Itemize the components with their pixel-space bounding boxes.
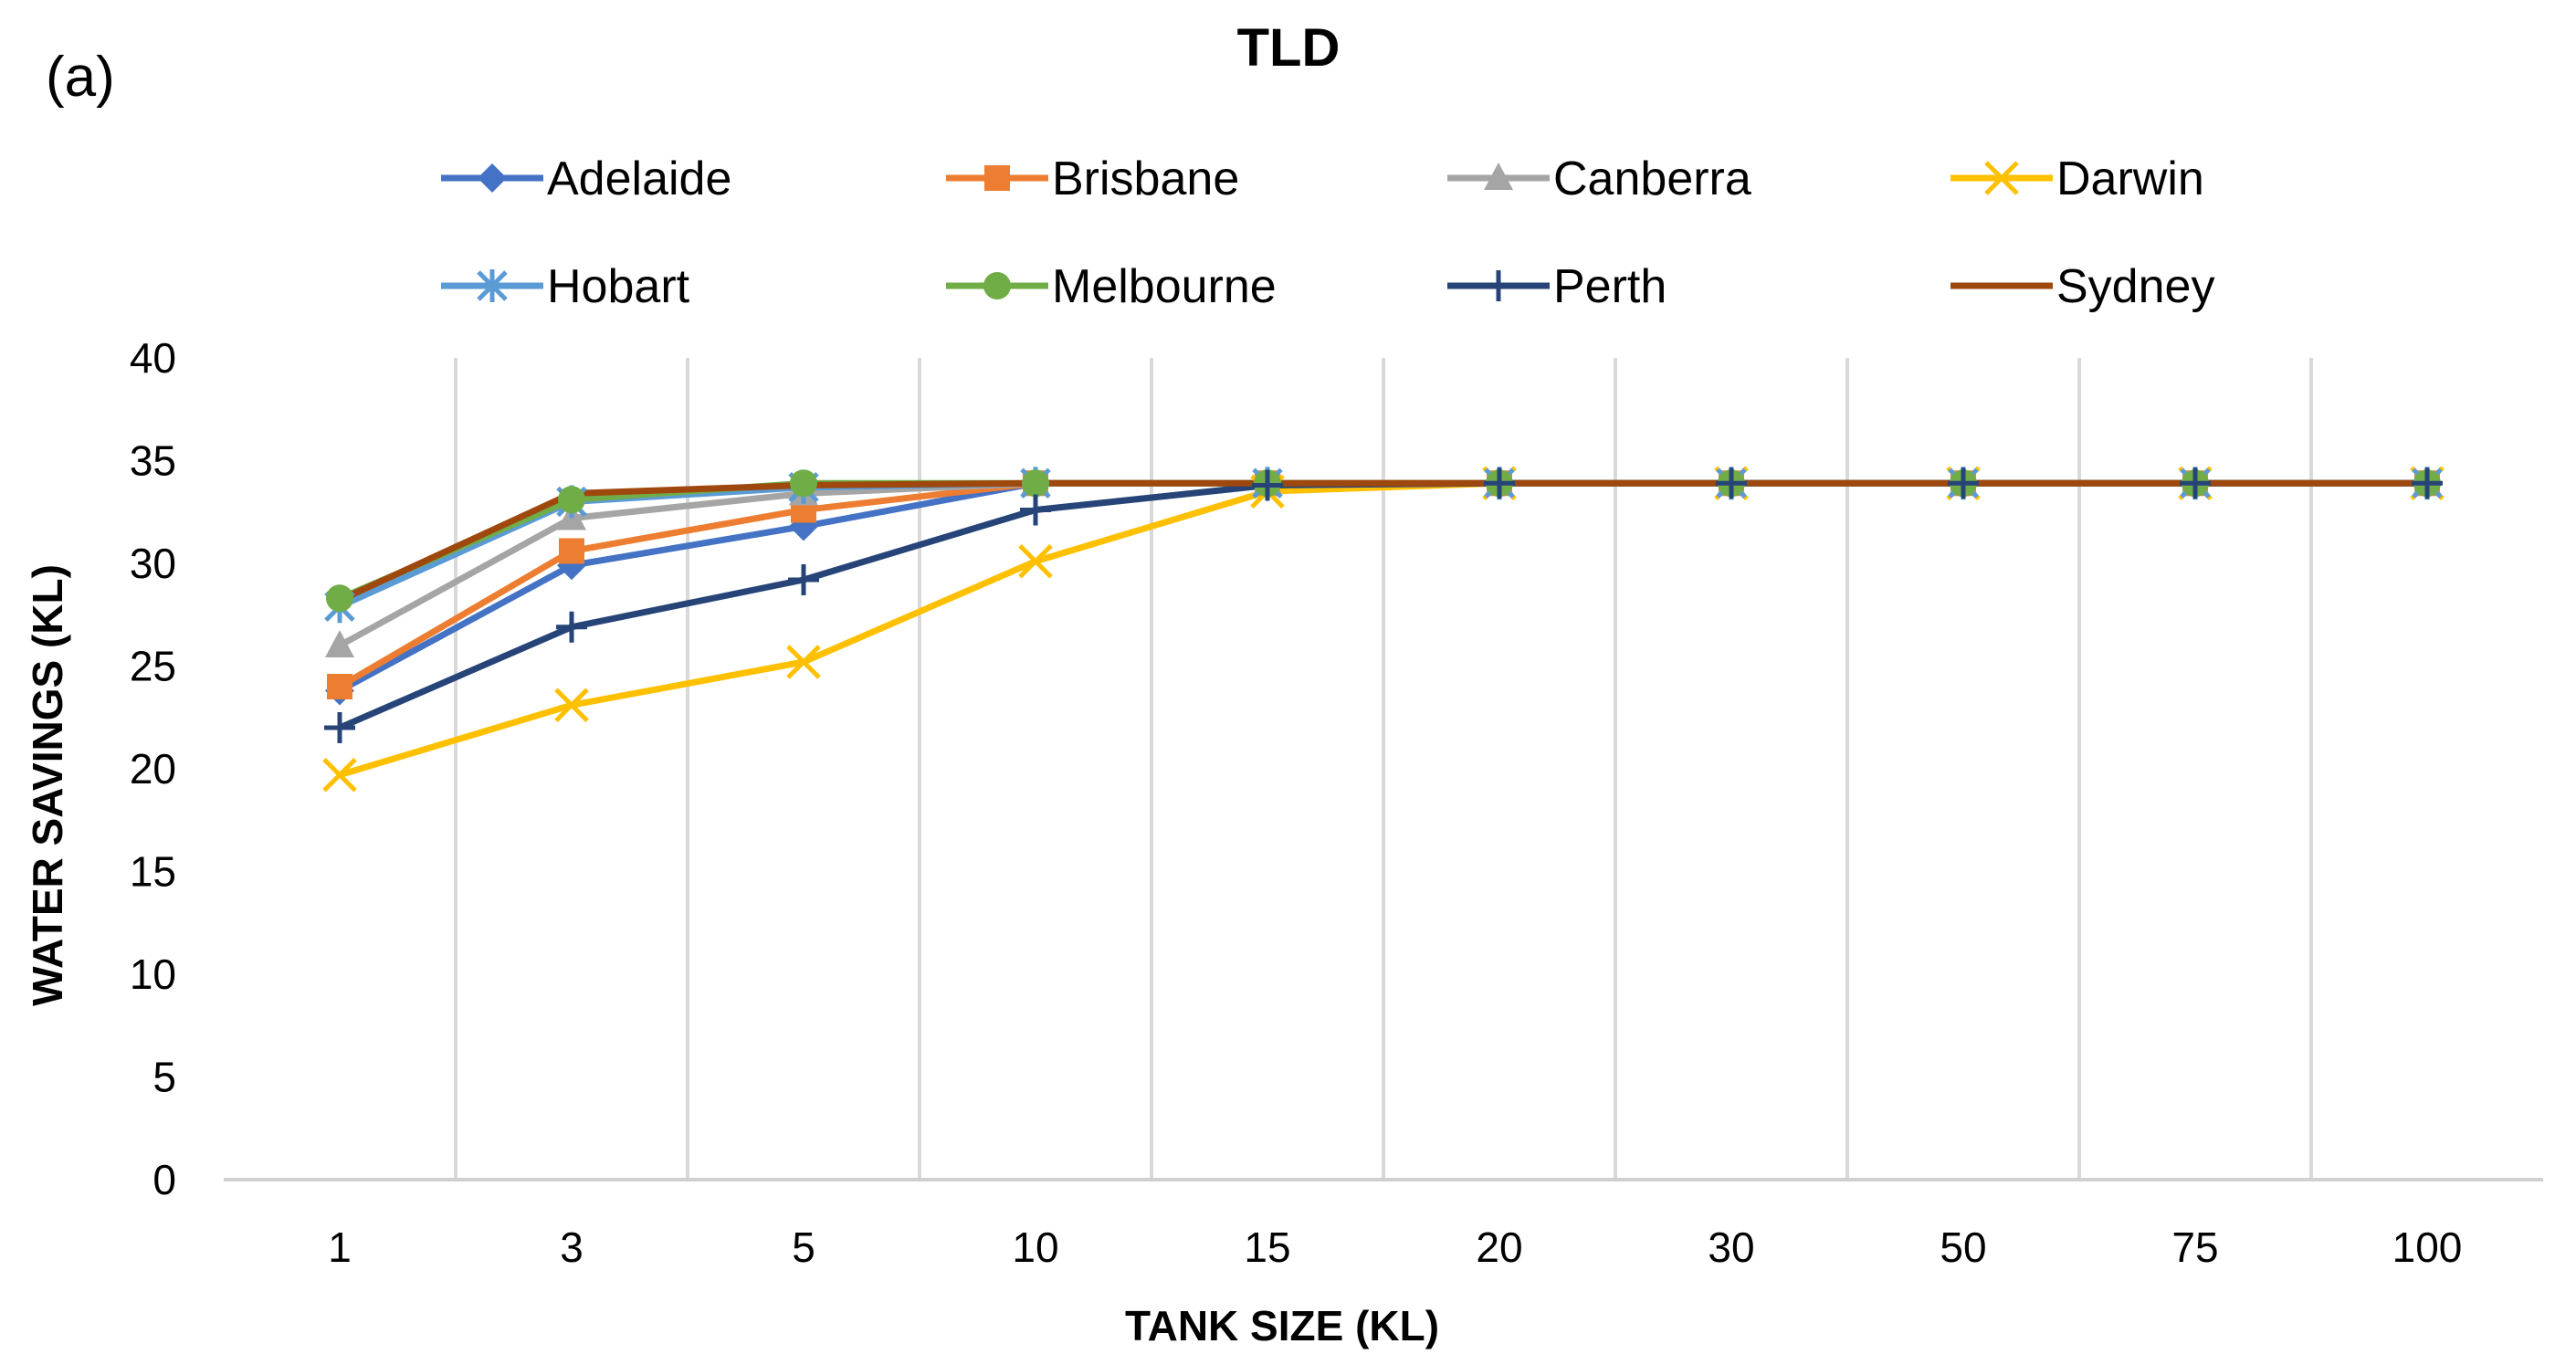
data-point-melbourne	[1022, 469, 1049, 498]
legend-marker	[1483, 270, 1514, 301]
legend-label: Melbourne	[1052, 260, 1277, 313]
legend-item-sydney: Sydney	[1950, 260, 2214, 313]
legend-marker	[1984, 161, 2019, 195]
x-tick-label: 100	[2392, 1223, 2463, 1271]
data-point-perth	[788, 564, 819, 595]
legend-label: Adelaide	[547, 152, 731, 205]
legend-item-perth: Perth	[1447, 260, 1667, 313]
legend-marker	[984, 165, 1010, 191]
legend: Adelaide Brisbane Canberra Darwin Hobart Melb…	[441, 152, 2214, 313]
x-tick-label: 3	[560, 1223, 584, 1271]
data-point-darwin	[322, 757, 357, 793]
y-tick-label: 20	[130, 745, 176, 793]
data-point-melbourne	[790, 469, 817, 498]
x-tick-label: 10	[1012, 1223, 1058, 1271]
data-point-perth	[1948, 467, 1979, 499]
x-tick-label: 50	[1940, 1223, 1986, 1271]
legend-label: Brisbane	[1052, 152, 1239, 205]
legend-item-darwin: Darwin	[1950, 152, 2204, 205]
x-tick-label: 1	[328, 1223, 352, 1271]
x-tick-label: 75	[2171, 1223, 2218, 1271]
legend-marker	[1484, 163, 1513, 190]
legend-item-hobart: Hobart	[441, 260, 690, 313]
data-point-perth	[556, 611, 587, 643]
x-tick-label: 30	[1708, 1223, 1754, 1271]
legend-label: Darwin	[2056, 152, 2204, 205]
data-point-brisbane	[559, 538, 584, 564]
legend-marker	[983, 272, 1011, 299]
data-point-melbourne	[326, 584, 353, 613]
y-tick-label: 5	[152, 1054, 176, 1101]
y-axis-ticks: 0 5 10 15 20 25 30 35 40	[130, 334, 176, 1203]
legend-item-canberra: Canberra	[1447, 152, 1751, 205]
series-lines	[336, 479, 2431, 779]
y-tick-label: 25	[130, 643, 176, 690]
legend-marker	[477, 269, 508, 302]
y-tick-label: 35	[130, 437, 176, 485]
grid	[454, 358, 2313, 1180]
y-axis-title: WATER SAVINGS (KL)	[24, 564, 71, 1006]
y-tick-label: 0	[152, 1156, 176, 1203]
data-point-perth	[324, 712, 355, 743]
x-axis-title: TANK SIZE (KL)	[1125, 1302, 1439, 1349]
data-point-perth	[2412, 467, 2443, 499]
y-tick-label: 15	[130, 848, 176, 896]
data-point-canberra	[325, 630, 354, 657]
panel-label: (a)	[46, 46, 115, 109]
data-point-perth	[1252, 469, 1283, 501]
x-axis-ticks: 1 3 5 10 15 20 30 50 75 100	[328, 1223, 2462, 1271]
data-point-perth	[1020, 494, 1051, 526]
x-tick-label: 15	[1244, 1223, 1290, 1271]
legend-item-adelaide: Adelaide	[441, 152, 731, 205]
data-point-brisbane	[327, 674, 352, 699]
legend-label: Perth	[1553, 260, 1667, 313]
x-tick-label: 20	[1476, 1223, 1522, 1271]
legend-label: Canberra	[1553, 152, 1751, 205]
data-point-darwin	[1018, 543, 1053, 579]
legend-item-melbourne: Melbourne	[946, 260, 1277, 313]
data-point-perth	[1484, 467, 1515, 499]
data-point-darwin	[786, 645, 821, 679]
series-markers	[322, 466, 2445, 793]
legend-item-brisbane: Brisbane	[946, 152, 1239, 205]
y-tick-label: 30	[130, 540, 176, 587]
x-tick-label: 5	[792, 1223, 815, 1271]
data-point-perth	[2180, 467, 2211, 499]
series-line-sydney	[336, 479, 2431, 604]
data-point-perth	[1716, 467, 1747, 499]
chart-title: TLD	[1237, 18, 1341, 78]
legend-label: Sydney	[2056, 260, 2214, 313]
y-tick-label: 40	[130, 334, 176, 382]
legend-label: Hobart	[547, 260, 690, 313]
data-point-melbourne	[558, 486, 585, 514]
legend-marker	[478, 163, 507, 193]
y-tick-label: 10	[130, 950, 176, 998]
data-point-darwin	[554, 688, 589, 723]
